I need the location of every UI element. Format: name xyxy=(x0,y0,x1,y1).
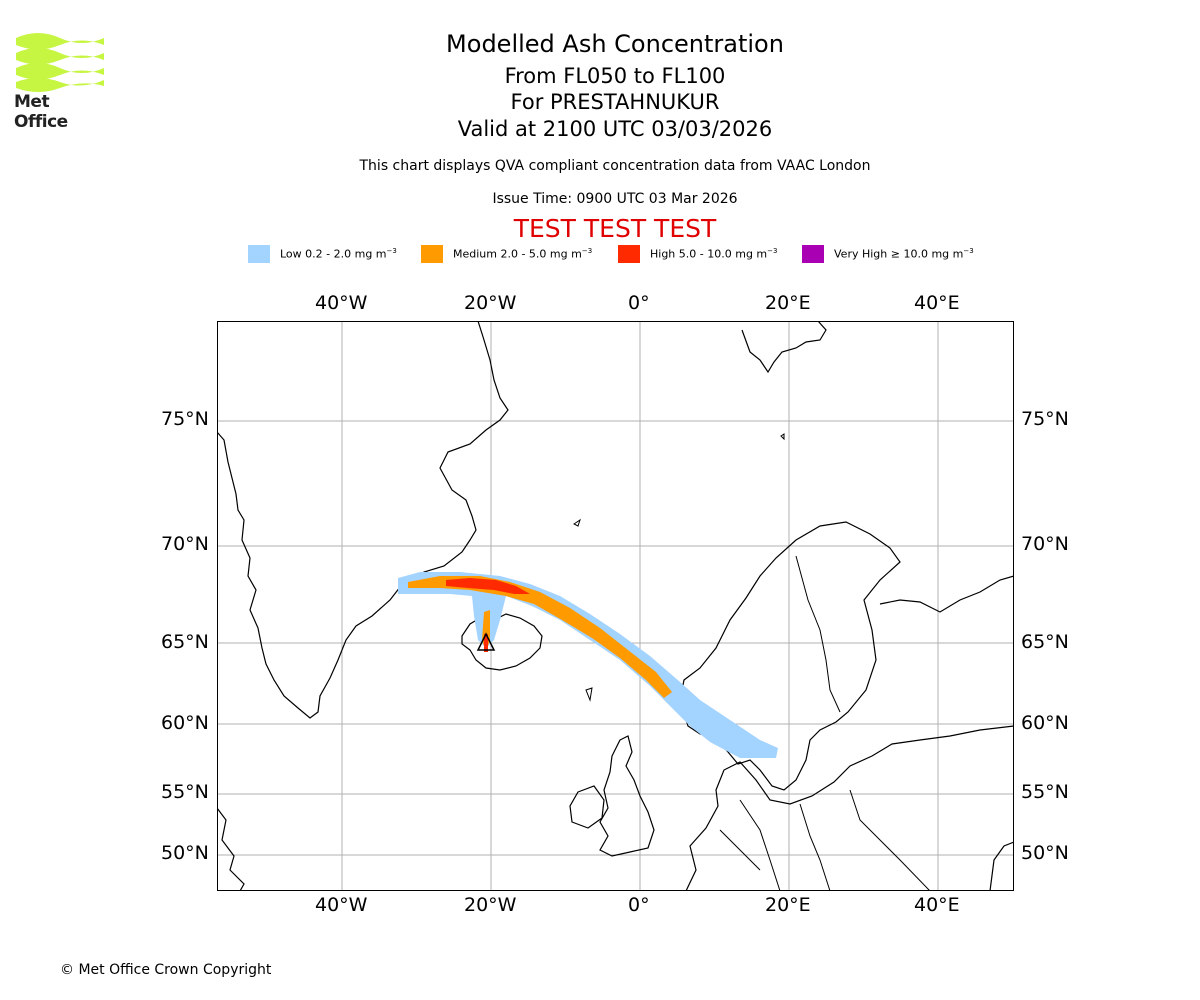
lat-label-right-70n: 70°N xyxy=(1021,533,1069,555)
met-office-logo-text: Met Office xyxy=(14,92,68,132)
lat-label-left-55n: 55°N xyxy=(161,781,209,803)
lat-label-left-75n: 75°N xyxy=(161,408,209,430)
legend-item-very-high: Very High ≥ 10.0 mg m−3 xyxy=(802,244,974,264)
british-isles-coastline xyxy=(599,735,655,857)
map-gridlines xyxy=(217,321,1014,891)
sweden-finland-border xyxy=(795,555,841,713)
lon-label-top-20w: 20°W xyxy=(464,292,517,314)
lat-label-right-50n: 50°N xyxy=(1021,842,1069,864)
volcano-name: For PRESTAHNUKUR xyxy=(510,90,720,114)
legend-item-medium: Medium 2.0 - 5.0 mg m−3 xyxy=(421,244,592,264)
legend-label-high: High 5.0 - 10.0 mg m−3 xyxy=(650,247,778,261)
legend-swatch-medium xyxy=(421,245,443,263)
lat-label-right-55n: 55°N xyxy=(1021,781,1069,803)
lat-label-right-65n: 65°N xyxy=(1021,631,1069,653)
svalbard-coastline xyxy=(741,321,827,374)
kola-coastline xyxy=(879,575,1014,613)
iceland-coastline xyxy=(461,613,543,671)
ash-plume-high xyxy=(446,578,530,594)
ash-map xyxy=(217,321,1014,891)
legend-label-very-high: Very High ≥ 10.0 mg m−3 xyxy=(834,247,974,261)
lat-label-left-65n: 65°N xyxy=(161,631,209,653)
legend-label-low: Low 0.2 - 2.0 mg m−3 xyxy=(280,247,397,261)
lon-label-bottom-20w: 20°W xyxy=(464,894,517,916)
met-office-logo: Met Office xyxy=(14,30,106,132)
ash-plume-medium xyxy=(408,576,672,698)
lon-label-bottom-40w: 40°W xyxy=(315,894,368,916)
ash-plume-high-stem xyxy=(484,634,488,652)
lat-label-right-75n: 75°N xyxy=(1021,408,1069,430)
legend-label-medium: Medium 2.0 - 5.0 mg m−3 xyxy=(453,247,593,261)
lat-label-left-50n: 50°N xyxy=(161,842,209,864)
faroe-coastline xyxy=(585,687,593,702)
russia-coastline xyxy=(989,841,1014,891)
lon-label-bottom-20e: 20°E xyxy=(765,894,811,916)
scandinavia-coastline xyxy=(679,521,901,791)
lon-label-top-20e: 20°E xyxy=(765,292,811,314)
canada-coastline xyxy=(217,807,245,891)
lon-label-top-40w: 40°W xyxy=(315,292,368,314)
met-office-waves-icon xyxy=(16,33,104,92)
ireland-coastline xyxy=(569,785,605,829)
valid-time: Valid at 2100 UTC 03/03/2026 xyxy=(457,117,773,141)
chart-title: Modelled Ash Concentration xyxy=(446,30,784,58)
chart-description: This chart displays QVA compliant concen… xyxy=(359,158,871,174)
issue-time: Issue Time: 0900 UTC 03 Mar 2026 xyxy=(492,191,738,207)
bear-island-coastline xyxy=(780,433,785,441)
lon-label-bottom-0: 0° xyxy=(628,894,650,916)
flight-level-range: From FL050 to FL100 xyxy=(504,64,726,88)
legend-swatch-very-high xyxy=(802,245,824,263)
legend-swatch-low xyxy=(248,245,270,263)
legend-swatch-high xyxy=(618,245,640,263)
lon-label-top-0: 0° xyxy=(628,292,650,314)
lat-label-left-70n: 70°N xyxy=(161,533,209,555)
test-banner: TEST TEST TEST xyxy=(513,214,717,243)
greenland-coastline xyxy=(217,321,509,719)
legend-item-high: High 5.0 - 10.0 mg m−3 xyxy=(618,244,777,264)
lon-label-bottom-40e: 40°E xyxy=(914,894,960,916)
europe-borders xyxy=(719,789,931,891)
jan-mayen-coastline xyxy=(573,518,581,527)
copyright-notice: © Met Office Crown Copyright xyxy=(60,962,272,978)
volcano-triangle-icon xyxy=(476,632,496,651)
lon-label-top-40e: 40°E xyxy=(914,292,960,314)
lat-label-right-60n: 60°N xyxy=(1021,712,1069,734)
lat-label-left-60n: 60°N xyxy=(161,712,209,734)
europe-coastline xyxy=(685,725,1014,891)
legend-item-low: Low 0.2 - 2.0 mg m−3 xyxy=(248,244,397,264)
ash-plume-low xyxy=(398,572,778,758)
map-frame xyxy=(217,321,1014,891)
